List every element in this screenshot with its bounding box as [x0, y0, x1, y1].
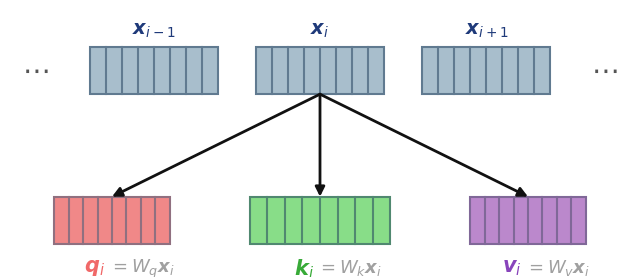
Bar	[256, 47, 384, 94]
Bar	[90, 47, 218, 94]
Text: $\boldsymbol{x}_{i+1}$: $\boldsymbol{x}_{i+1}$	[465, 21, 508, 40]
Text: $\cdots$: $\cdots$	[22, 57, 49, 85]
Text: $\boldsymbol{x}_{i}$: $\boldsymbol{x}_{i}$	[310, 21, 330, 40]
Text: $\boldsymbol{x}_{i-1}$: $\boldsymbol{x}_{i-1}$	[132, 21, 175, 40]
Text: $= W_q \boldsymbol{x}_i$: $= W_q \boldsymbol{x}_i$	[109, 258, 175, 277]
Bar	[250, 197, 390, 244]
Text: $\boldsymbol{v}_i$: $\boldsymbol{v}_i$	[502, 258, 522, 277]
Text: $= W_v \boldsymbol{x}_i$: $= W_v \boldsymbol{x}_i$	[525, 258, 590, 277]
Text: $\boldsymbol{k}_i$: $\boldsymbol{k}_i$	[294, 258, 314, 277]
Text: $\boldsymbol{q}_i$: $\boldsymbol{q}_i$	[84, 258, 106, 277]
Text: $\cdots$: $\cdots$	[591, 57, 618, 85]
Bar	[470, 197, 586, 244]
Bar	[422, 47, 550, 94]
Text: $= W_k \boldsymbol{x}_i$: $= W_k \boldsymbol{x}_i$	[317, 258, 381, 277]
Bar	[54, 197, 170, 244]
